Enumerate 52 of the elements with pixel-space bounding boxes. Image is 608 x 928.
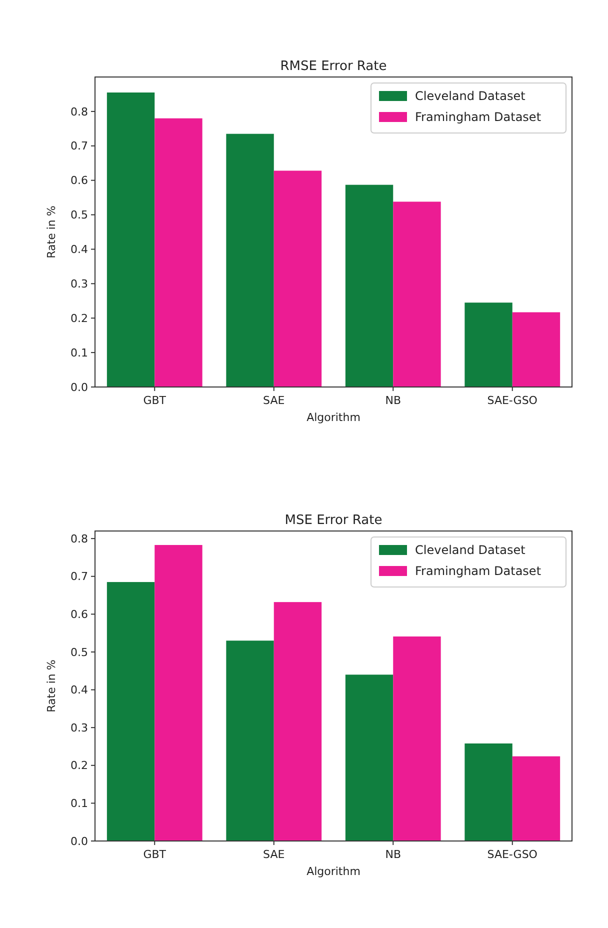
y-tick-label: 0.4: [70, 684, 88, 697]
y-tick-label: 0.3: [70, 278, 88, 291]
bar: [154, 118, 202, 387]
bar: [464, 743, 512, 841]
bar: [106, 92, 155, 387]
bar: [106, 582, 155, 841]
y-tick-label: 0.6: [70, 608, 88, 622]
y-tick-label: 0.7: [70, 140, 88, 153]
y-tick-label: 0.0: [70, 380, 88, 394]
bar: [512, 756, 560, 841]
x-tick-label: GBT: [143, 394, 166, 407]
y-tick-label: 0.6: [70, 174, 88, 188]
x-tick-label: SAE: [263, 848, 285, 861]
x-tick-label: SAE-GSO: [487, 848, 538, 861]
bar: [345, 184, 394, 387]
y-tick-label: 0.2: [70, 759, 88, 772]
y-tick-label: 0.2: [70, 312, 88, 325]
y-tick-label: 0.4: [70, 243, 88, 256]
x-tick-label: NB: [385, 848, 402, 861]
y-axis-title: Rate in %: [45, 660, 58, 712]
bar: [226, 640, 274, 841]
bar: [512, 312, 560, 387]
y-tick-label: 0.7: [70, 570, 88, 584]
bar: [274, 602, 322, 841]
bar: [464, 302, 512, 387]
y-axis-title: Rate in %: [45, 206, 58, 258]
bar: [393, 202, 441, 387]
bar: [226, 134, 274, 387]
y-tick-label: 0.1: [70, 797, 88, 810]
y-tick-label: 0.5: [70, 646, 88, 659]
y-tick-label: 0.3: [70, 721, 88, 734]
chart-title: MSE Error Rate: [284, 513, 382, 528]
y-tick-label: 0.5: [70, 208, 88, 222]
y-tick-label: 0.8: [70, 105, 88, 118]
legend-label: Framingham Dataset: [415, 564, 542, 578]
x-axis-title: Algorithm: [306, 865, 360, 878]
y-tick-label: 0.0: [70, 834, 88, 848]
legend-label: Framingham Dataset: [415, 110, 542, 124]
bar: [345, 674, 394, 841]
x-tick-label: SAE: [263, 394, 285, 407]
x-tick-label: NB: [385, 394, 402, 407]
x-tick-label: SAE-GSO: [487, 394, 538, 407]
bar: [393, 636, 441, 841]
legend-label: Cleveland Dataset: [415, 543, 526, 558]
x-axis-title: Algorithm: [306, 411, 360, 424]
y-tick-label: 0.1: [70, 346, 88, 360]
legend-label: Cleveland Dataset: [415, 89, 526, 104]
chart-title: RMSE Error Rate: [280, 59, 387, 74]
bar: [274, 170, 322, 387]
x-tick-label: GBT: [143, 848, 166, 861]
y-tick-label: 0.8: [70, 532, 88, 546]
bar: [154, 544, 202, 841]
